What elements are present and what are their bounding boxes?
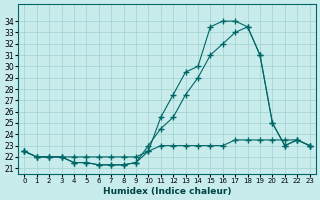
X-axis label: Humidex (Indice chaleur): Humidex (Indice chaleur) [103, 187, 231, 196]
